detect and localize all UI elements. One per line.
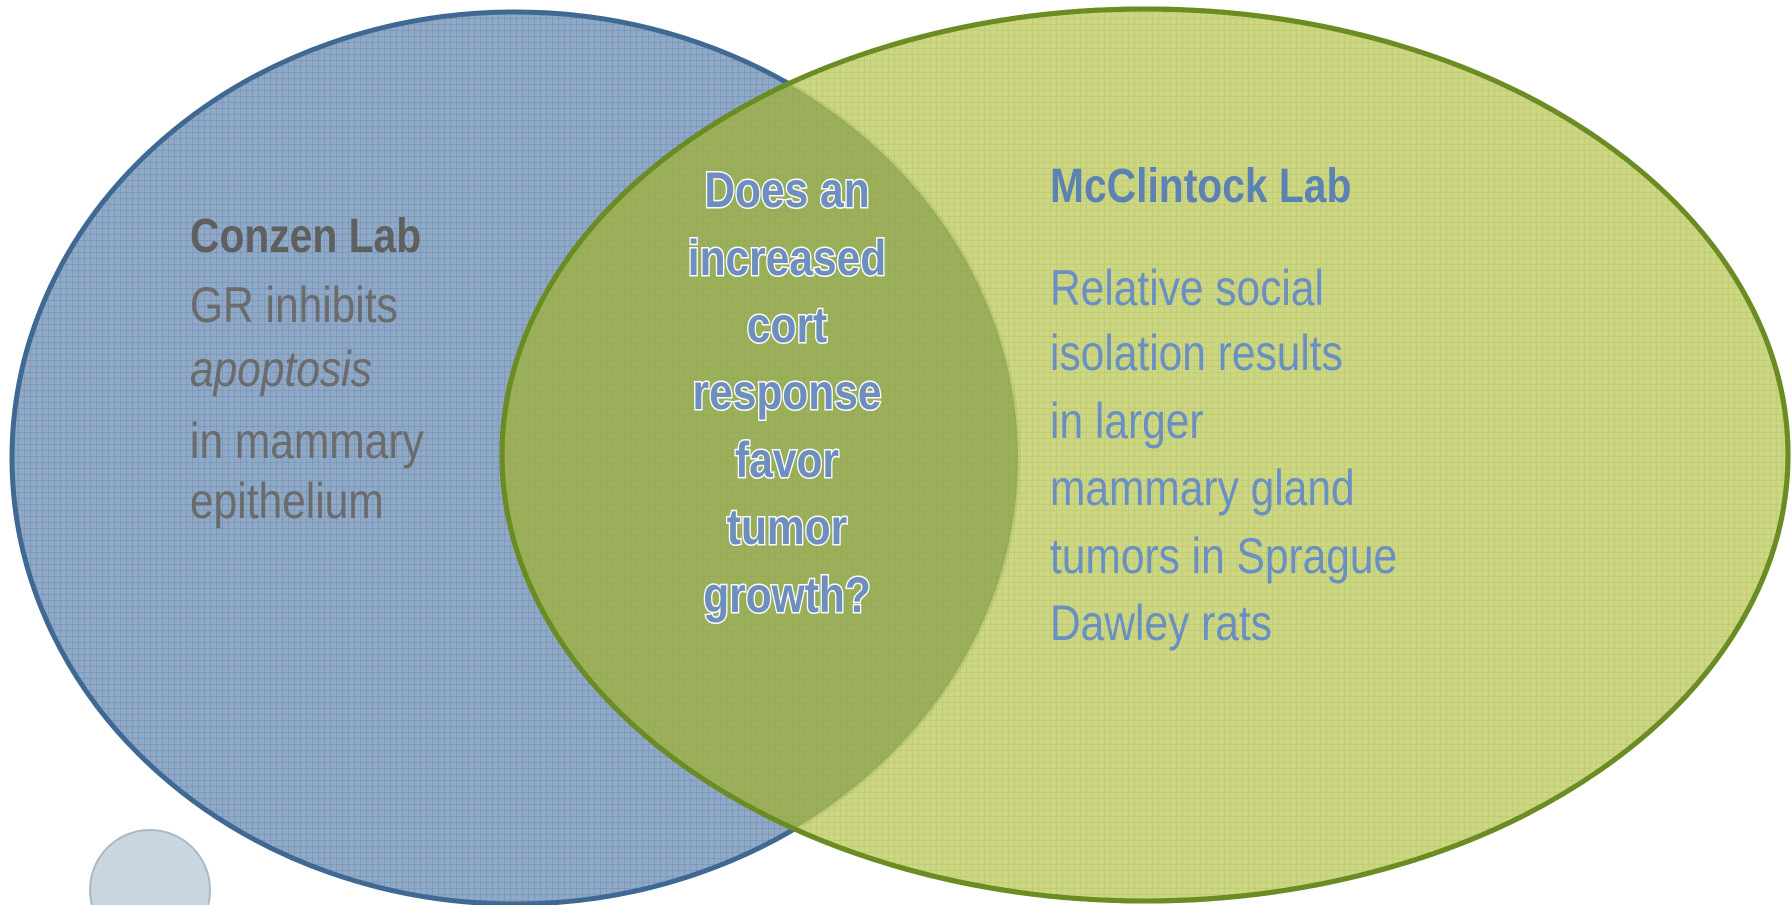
right-group: McClintock Lab Relative social isolation… [1050, 160, 1397, 651]
center-line: response [693, 364, 882, 420]
right-title: McClintock Lab [1050, 160, 1351, 213]
left-line: GR inhibits [190, 277, 398, 333]
right-outline [499, 6, 1791, 904]
left-line: epithelium [190, 473, 384, 529]
center-line: growth? [703, 567, 871, 623]
left-line: apoptosis [190, 341, 372, 397]
center-line: cort [747, 297, 827, 353]
left-group: Conzen Lab GR inhibits apoptosis in mamm… [190, 210, 424, 529]
left-title: Conzen Lab [190, 210, 421, 263]
center-line: increased [688, 230, 886, 286]
right-line: Dawley rats [1050, 595, 1272, 651]
right-line: isolation results [1050, 325, 1343, 381]
overlap [502, 12, 1018, 901]
right-line: in larger [1050, 393, 1204, 449]
center-line: favor [735, 432, 839, 488]
right-line: mammary gland [1050, 460, 1355, 516]
globe-icon [89, 829, 211, 905]
left-line: in mammary [190, 413, 424, 469]
center-group: Does an increased cort response favor tu… [686, 160, 887, 624]
right-line: tumors in Sprague [1050, 528, 1397, 584]
right-line: Relative social [1050, 260, 1324, 316]
center-line: Does an [704, 162, 869, 218]
center-line: tumor [727, 499, 847, 555]
